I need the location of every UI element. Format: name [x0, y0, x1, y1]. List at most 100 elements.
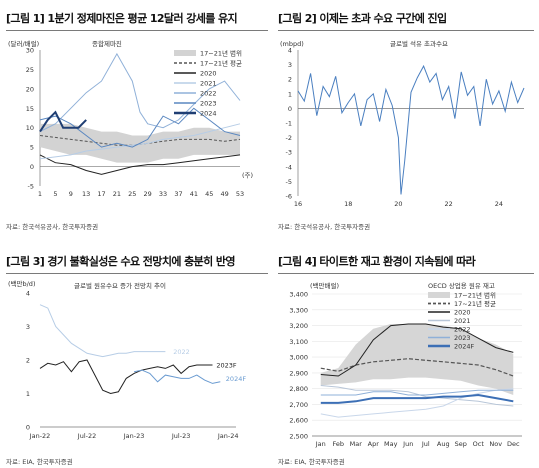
- legend-swatch-band: [428, 292, 450, 298]
- x-tick-label: Jul-22: [77, 432, 96, 440]
- series-line-2023: [39, 107, 241, 148]
- x-tick-label: 9: [69, 190, 73, 198]
- x-tick-label: 22: [445, 200, 453, 208]
- y-tick-label: 15: [26, 105, 34, 113]
- series-line-17~21년 평균: [320, 358, 514, 377]
- y-tick-label: 2: [288, 76, 292, 84]
- series-line-2023: [320, 389, 514, 396]
- legend-label: 2022: [200, 90, 217, 98]
- x-tick-label: Jun: [402, 440, 413, 448]
- legend-label: 2022: [454, 326, 471, 334]
- figure-4-chart: (백만배럴) 2,500 2,600 2,700 2,800 2,900 3,000 3,10…: [289, 281, 522, 448]
- x-tick-label: Nov: [489, 440, 502, 448]
- y-tick-label: 0: [26, 424, 30, 432]
- x-unit-label: (주): [242, 171, 253, 179]
- x-tick-label: 17: [97, 190, 105, 198]
- figure-3-chart: (백만b/d) 글로벌 원유수요 증가 전망치 추이 0 1 2 3 4 Jan-22 Jul-…: [8, 279, 247, 440]
- figure-2-title-rule: [278, 30, 534, 31]
- x-tick-label: 16: [294, 200, 302, 208]
- x-tick-label: Jan-24: [217, 432, 239, 440]
- x-tick-label: 1: [38, 190, 42, 198]
- series-label: 2023F: [216, 362, 237, 370]
- legend-label: 17~21년 평균: [200, 59, 242, 68]
- y-tick-label: -3: [286, 149, 292, 157]
- x-tick-label: Oct: [473, 440, 485, 448]
- figure-2-source: 자료: 한국석유공사, 한국투자증권: [278, 223, 371, 231]
- x-tick-label: 49: [220, 190, 228, 198]
- x-tick-label: Sep: [455, 440, 467, 448]
- inner-label: 종합제마진: [92, 39, 122, 48]
- figure-3-title: [그림 3] 경기 불확실성은 수요 전망치에 충분히 반영: [6, 255, 236, 268]
- x-tick-label: 5: [53, 190, 57, 198]
- figure-4-panel: [그림 4] 타이트한 재고 환경이 지속됨에 따라 (백만배럴) 2,500 2,…: [278, 253, 534, 466]
- x-tick-label: 21: [113, 190, 121, 198]
- series-label: 2024F: [226, 375, 247, 383]
- legend-label: 17~21년 범위: [454, 291, 496, 300]
- x-tick-label: 24: [495, 200, 503, 208]
- x-tick-label: Dec: [507, 440, 520, 448]
- y-tick-label: -2: [286, 134, 292, 142]
- y-tick-label: 3,200: [289, 322, 308, 330]
- series-line-2021: [39, 123, 241, 160]
- y-tick-label: 3: [288, 61, 292, 69]
- x-tick-label: 33: [159, 190, 167, 198]
- y-tick-label: 30: [26, 47, 34, 55]
- y-tick-label: 25: [26, 66, 34, 74]
- figure-2-panel: [그림 2] 이제는 초과 수요 구간에 진입 (mbpd) 글로벌 석유 초과수…: [278, 10, 534, 232]
- figure-1-title: [그림 1] 1분기 정제마진은 평균 12달러 강세를 유지: [6, 12, 238, 25]
- figure-3-panel: [그림 3] 경기 불확실성은 수요 전망치에 충분히 반영 (백만b/d) 글로…: [6, 253, 268, 466]
- series-line-2024: [39, 110, 87, 133]
- series-line-2022: [39, 304, 166, 358]
- y-tick-label: -5: [28, 183, 34, 191]
- figure-2-title: [그림 2] 이제는 초과 수요 구간에 진입: [278, 12, 447, 25]
- y-tick-label: 0: [30, 163, 34, 171]
- legend-label: 2020: [200, 70, 217, 78]
- figure-3-title-rule: [6, 273, 268, 274]
- figure-4-source: 자료: EIA, 한국투자증권: [278, 458, 345, 466]
- y-tick-label: 2,700: [289, 401, 308, 409]
- y-tick-label: 2,800: [289, 385, 308, 393]
- x-tick-label: May: [384, 440, 398, 448]
- series-line-2022: [39, 52, 241, 133]
- legend-label: 2024F: [454, 343, 475, 351]
- y-tick-label: 2,500: [289, 433, 308, 441]
- y-tick-label: 10: [26, 124, 34, 132]
- y-tick-label: -1: [286, 120, 292, 128]
- legend-label: 2024: [200, 110, 217, 118]
- y-tick-label: 20: [26, 85, 34, 93]
- x-tick-label: Jan: [315, 440, 326, 448]
- x-tick-label: 13: [82, 190, 90, 198]
- figure-3-source: 자료: EIA, 한국투자증권: [6, 458, 73, 466]
- figure-1-title-rule: [6, 30, 268, 31]
- y-tick-label: 5: [30, 144, 34, 152]
- x-tick-label: Jan-22: [29, 432, 51, 440]
- x-tick-label: 18: [344, 200, 352, 208]
- y-unit-label: (백만배럴): [310, 281, 339, 290]
- x-tick-label: Jul: [421, 440, 430, 448]
- figure-4-title: [그림 4] 타이트한 재고 환경이 지속됨에 따라: [278, 255, 476, 268]
- series-line-excess-demand: [297, 64, 525, 195]
- legend-label: 2021: [200, 80, 217, 88]
- x-tick-label: Jul-23: [171, 432, 190, 440]
- y-tick-label: 3: [26, 323, 30, 331]
- legend-label: 2021: [454, 317, 471, 325]
- y-tick-label: 3,000: [289, 354, 308, 362]
- legend-label: 17~21년 평균: [454, 299, 496, 308]
- legend-label: 2020: [454, 309, 471, 317]
- x-tick-label: Aug: [437, 440, 450, 448]
- y-unit-label: (달러/배럴): [8, 39, 39, 48]
- x-tick-label: 37: [174, 190, 182, 198]
- figure-2-chart: (mbpd) 글로벌 석유 초과수요 -6 -5 -4 -3 -2 -1 0 1 2 3 4 16 18 20…: [280, 39, 525, 208]
- y-unit-label: (백만b/d): [8, 279, 35, 288]
- series-line-2020: [320, 323, 514, 377]
- x-tick-label: 29: [144, 190, 152, 198]
- y-tick-label: 2,600: [289, 417, 308, 425]
- y-tick-label: 0: [288, 105, 292, 113]
- legend-label: 17~21년 범위: [200, 49, 242, 58]
- inner-label: 글로벌 원유수요 증가 전망치 추이: [74, 281, 166, 290]
- y-tick-label: 4: [288, 47, 292, 55]
- y-tick-label: 1: [26, 390, 30, 398]
- x-tick-label: 41: [190, 190, 198, 198]
- y-tick-label: 3,400: [289, 291, 308, 299]
